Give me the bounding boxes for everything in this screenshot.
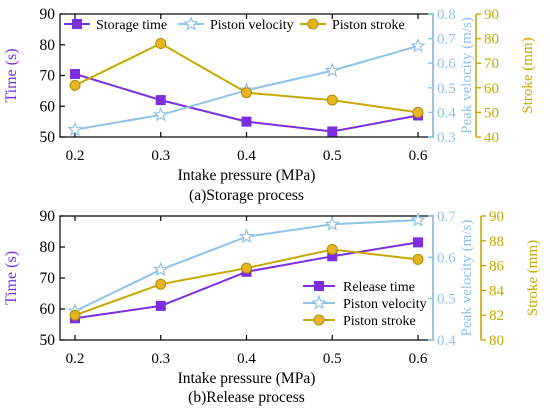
stroke-tick-label: 88 bbox=[489, 234, 504, 250]
data-point bbox=[155, 38, 167, 50]
data-point bbox=[412, 253, 424, 265]
data-point bbox=[412, 106, 424, 118]
left-axis-label: Time (s) bbox=[3, 48, 20, 102]
legend-label: Storage time bbox=[96, 18, 167, 33]
data-point bbox=[326, 243, 338, 255]
left-tick-label: 80 bbox=[40, 37, 56, 54]
stroke-axis-label: Stroke (mm) bbox=[525, 240, 541, 316]
x-tick-label: 0.4 bbox=[237, 148, 256, 164]
legend-label: Release time bbox=[343, 280, 415, 295]
left-tick-label: 50 bbox=[40, 332, 56, 349]
velocity-tick-label: 0.8 bbox=[437, 7, 456, 23]
velocity-axis-label: Peak velocity (m/s) bbox=[459, 220, 475, 337]
x-tick-label: 0.2 bbox=[66, 148, 85, 164]
left-axis-label: Time (s) bbox=[3, 251, 20, 305]
series-purple bbox=[70, 68, 423, 137]
data-point bbox=[155, 300, 166, 311]
velocity-tick-label: 0.5 bbox=[437, 81, 456, 97]
stroke-tick-label: 90 bbox=[484, 7, 499, 23]
velocity-axis-label: Peak velocity (m/s) bbox=[459, 17, 475, 134]
left-tick-label: 80 bbox=[40, 239, 56, 256]
legend-label: Piston velocity bbox=[210, 18, 294, 33]
legend-marker bbox=[307, 18, 319, 30]
legend-marker bbox=[183, 15, 199, 31]
data-point bbox=[69, 79, 81, 91]
legend: Release time Piston velocity Piston stroke bbox=[303, 280, 427, 329]
data-point bbox=[324, 62, 341, 78]
stroke-tick-label: 40 bbox=[484, 130, 499, 146]
data-point bbox=[152, 106, 169, 122]
data-point bbox=[152, 261, 169, 277]
x-tick-label: 0.2 bbox=[66, 351, 85, 367]
series-gold bbox=[69, 243, 424, 321]
panel-caption: (a)Storage process bbox=[189, 187, 304, 204]
legend-marker bbox=[314, 281, 324, 291]
x-tick-label: 0.6 bbox=[409, 351, 428, 367]
data-point bbox=[241, 262, 252, 274]
velocity-tick-label: 0.5 bbox=[437, 292, 456, 308]
velocity-tick-label: 0.6 bbox=[437, 56, 456, 72]
legend-label: Piston stroke bbox=[332, 18, 405, 33]
x-tick-label: 0.5 bbox=[323, 351, 342, 367]
stroke-tick-label: 70 bbox=[484, 56, 499, 72]
left-tick-label: 70 bbox=[40, 270, 56, 287]
left-tick-label: 50 bbox=[40, 129, 56, 146]
data-point bbox=[241, 87, 252, 99]
data-point bbox=[327, 126, 338, 137]
series-line bbox=[74, 42, 419, 114]
velocity-tick-label: 0.6 bbox=[437, 250, 456, 266]
stroke-axis-label: Stroke (mm) bbox=[520, 37, 536, 113]
data-point bbox=[410, 211, 426, 227]
legend: Storage time Piston velocity Piston stroke bbox=[64, 15, 405, 33]
data-point bbox=[413, 237, 423, 248]
legend-label: Piston stroke bbox=[343, 314, 416, 329]
data-point bbox=[238, 228, 255, 244]
left-tick-label: 60 bbox=[40, 98, 56, 115]
data-point bbox=[241, 116, 252, 127]
x-tick-label: 0.3 bbox=[151, 148, 170, 164]
data-point bbox=[155, 278, 167, 290]
stroke-tick-label: 90 bbox=[489, 209, 504, 225]
x-tick-label: 0.4 bbox=[237, 351, 256, 367]
stroke-tick-label: 82 bbox=[489, 308, 504, 324]
left-tick-label: 90 bbox=[40, 6, 56, 23]
chart-panel-a: 0.2 0.3 0.4 0.5 0.6 Intake pressure (MPa) (a)S… bbox=[3, 6, 536, 204]
panel-caption: (b)Release process bbox=[188, 389, 305, 406]
legend-marker bbox=[313, 314, 325, 326]
velocity-tick-label: 0.7 bbox=[437, 209, 456, 225]
data-point bbox=[410, 37, 426, 53]
data-point bbox=[326, 94, 338, 106]
left-tick-label: 70 bbox=[40, 68, 56, 85]
velocity-tick-label: 0.7 bbox=[437, 32, 456, 48]
stroke-tick-label: 80 bbox=[484, 32, 499, 48]
x-tick-label: 0.3 bbox=[151, 351, 170, 367]
data-point bbox=[155, 95, 166, 106]
legend-label: Piston velocity bbox=[343, 297, 427, 312]
left-tick-label: 90 bbox=[40, 208, 56, 225]
stroke-tick-label: 86 bbox=[489, 259, 505, 275]
series-gold bbox=[69, 38, 424, 118]
velocity-tick-label: 0.4 bbox=[437, 333, 456, 349]
data-point bbox=[324, 216, 341, 231]
velocity-tick-label: 0.3 bbox=[437, 130, 456, 146]
chart-panel-b: 0.2 0.3 0.4 0.5 0.6 Intake pressure (MPa) (b)R… bbox=[3, 208, 541, 406]
legend-marker bbox=[72, 19, 82, 29]
data-point bbox=[69, 309, 81, 321]
stroke-tick-label: 60 bbox=[484, 81, 499, 97]
stroke-tick-label: 50 bbox=[484, 105, 499, 121]
data-point bbox=[70, 68, 80, 79]
velocity-tick-label: 0.4 bbox=[437, 105, 456, 121]
left-tick-label: 60 bbox=[40, 301, 56, 318]
stroke-tick-label: 84 bbox=[489, 283, 505, 299]
stroke-tick-label: 80 bbox=[489, 333, 504, 349]
x-axis-label: Intake pressure (MPa) bbox=[178, 370, 316, 387]
x-tick-label: 0.6 bbox=[409, 148, 428, 164]
x-tick-label: 0.5 bbox=[323, 148, 342, 164]
legend-marker bbox=[311, 294, 327, 310]
data-point bbox=[67, 121, 83, 137]
x-axis-label: Intake pressure (MPa) bbox=[178, 167, 316, 184]
